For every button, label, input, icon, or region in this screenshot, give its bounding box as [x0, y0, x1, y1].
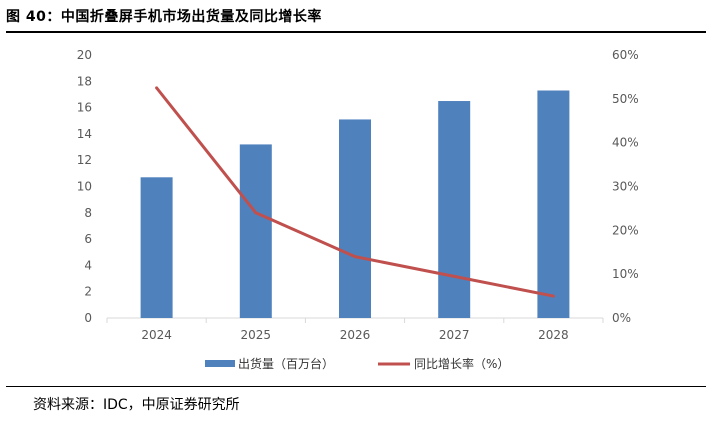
line-point	[551, 294, 555, 298]
right-tick-label: 20%	[612, 223, 639, 237]
left-tick-label: 12	[77, 153, 92, 167]
left-tick-label: 10	[77, 180, 92, 194]
x-tick-label: 2025	[241, 328, 272, 342]
right-tick-label: 30%	[612, 180, 639, 194]
left-tick-label: 0	[84, 311, 92, 325]
line-point	[452, 274, 456, 278]
left-tick-label: 2	[84, 285, 92, 299]
right-axis: 0% 10% 20% 30% 40% 50% 60%	[612, 48, 639, 325]
footer-rule	[6, 386, 706, 387]
line-series	[155, 86, 555, 298]
line-point	[254, 211, 258, 215]
chart-title: 图 40：中国折叠屏手机市场出货量及同比增长率	[6, 9, 322, 25]
left-tick-label: 20	[77, 48, 92, 62]
bar	[339, 119, 371, 318]
bar	[140, 177, 173, 318]
legend-label-line: 同比增长率（%）	[414, 356, 509, 371]
title-rule	[6, 31, 706, 33]
right-tick-label: 50%	[612, 92, 639, 106]
right-tick-label: 60%	[612, 48, 639, 62]
line-point	[353, 255, 357, 259]
x-tick-label: 2026	[340, 328, 371, 342]
left-tick-label: 18	[77, 74, 92, 88]
x-tick-label: 2028	[538, 328, 569, 342]
x-tick-label: 2024	[141, 328, 172, 342]
legend-label-bar: 出货量（百万台）	[238, 356, 334, 371]
x-tick-label: 2027	[439, 328, 470, 342]
left-axis: 0 2 4 6 8 10 12 14 16 18 20	[77, 48, 92, 325]
right-tick-label: 10%	[612, 267, 639, 281]
bar	[438, 101, 471, 319]
left-tick-label: 14	[77, 127, 92, 141]
right-tick-label: 40%	[612, 136, 639, 150]
left-tick-label: 8	[84, 206, 92, 220]
left-tick-label: 6	[84, 232, 92, 246]
left-tick-label: 16	[77, 101, 92, 115]
source-note: 资料来源：IDC，中原证券研究所	[33, 397, 240, 413]
bar	[537, 90, 570, 318]
bar-series	[140, 90, 570, 319]
line-point	[155, 86, 159, 90]
x-axis: 2024 2025 2026 2027 2028	[106, 318, 604, 342]
legend: 出货量（百万台） 同比增长率（%）	[205, 356, 509, 371]
bar	[239, 144, 272, 318]
right-tick-label: 0%	[612, 311, 631, 325]
legend-swatch-bar	[205, 360, 235, 367]
left-tick-label: 4	[84, 258, 92, 272]
